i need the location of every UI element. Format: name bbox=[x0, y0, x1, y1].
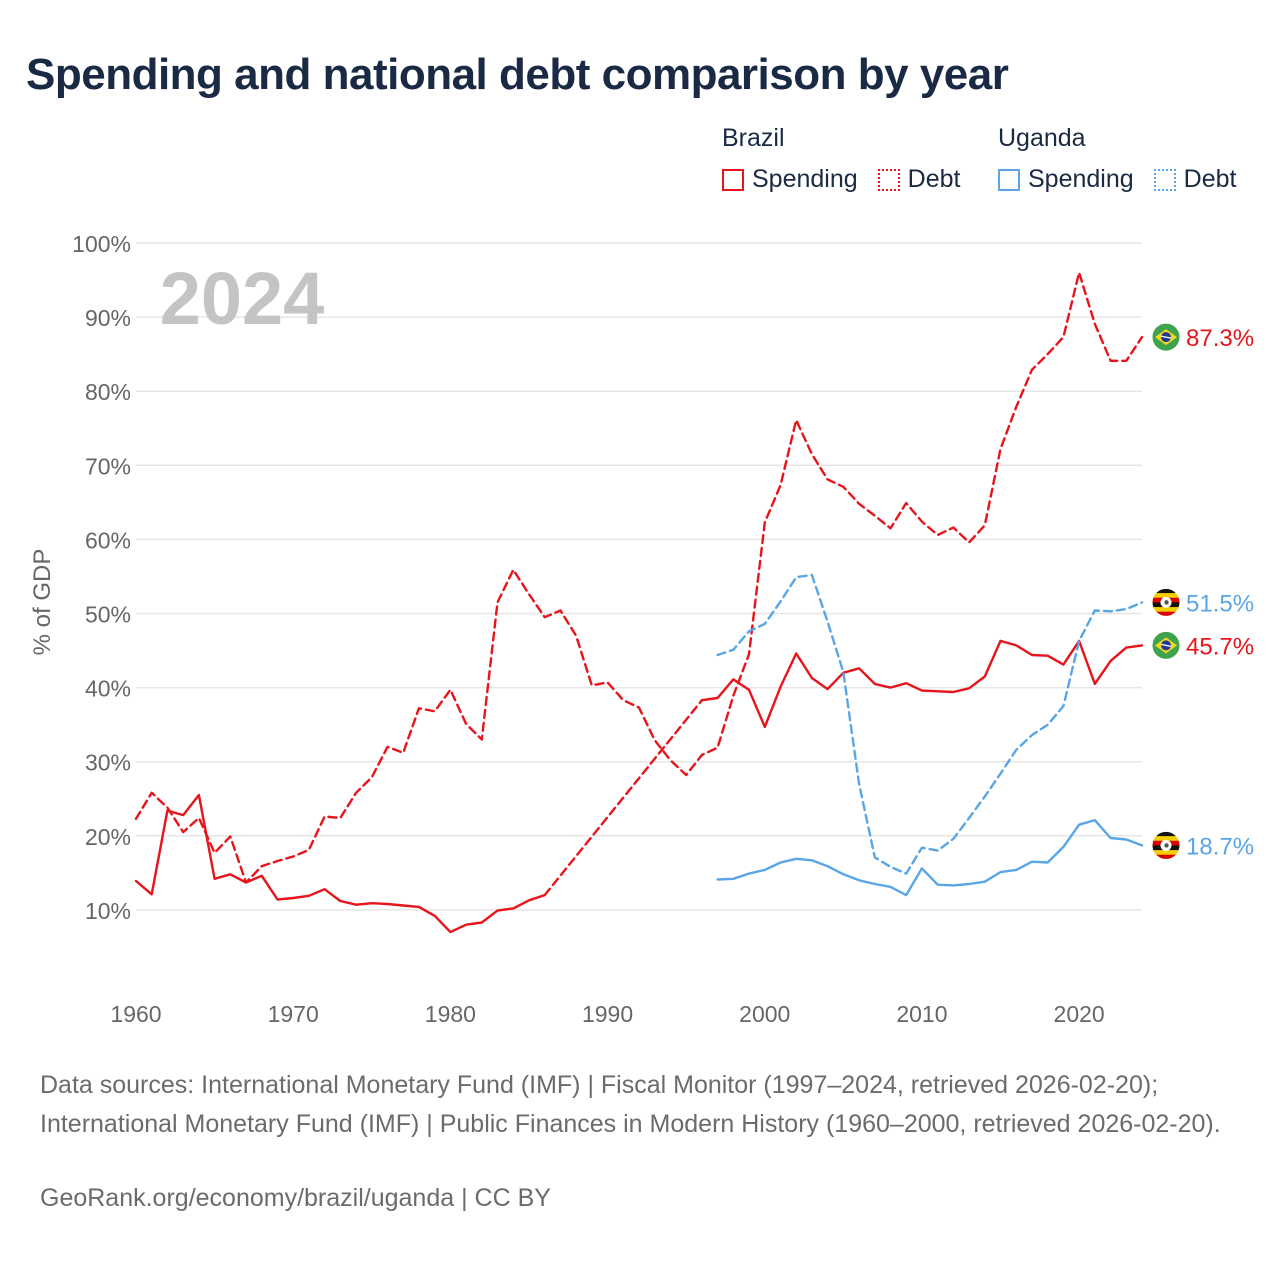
end-value-label: 45.7% bbox=[1186, 633, 1254, 660]
y-tick-label: 90% bbox=[85, 305, 131, 331]
data-sources: Data sources: International Monetary Fun… bbox=[40, 1071, 1221, 1138]
legend-label-uganda-debt: Debt bbox=[1183, 165, 1237, 193]
y-tick-label: 80% bbox=[85, 379, 131, 405]
brazil-flag-icon bbox=[1151, 322, 1181, 352]
y-axis-label: % of GDP bbox=[29, 549, 56, 656]
legend-label-brazil-debt: Debt bbox=[907, 165, 961, 193]
end-value-label: 51.5% bbox=[1186, 590, 1254, 617]
legend-country-brazil: Brazil bbox=[722, 124, 785, 152]
series-line-uganda-spending[interactable] bbox=[716, 819, 1144, 897]
legend-item-uganda-spending[interactable]: Spending bbox=[998, 165, 1134, 194]
x-tick-label: 2010 bbox=[896, 1001, 947, 1027]
series-line-brazil-spending[interactable] bbox=[134, 793, 546, 934]
credit-link[interactable]: GeoRank.org/economy/brazil/uganda | CC B… bbox=[40, 1184, 551, 1212]
y-tick-label: 30% bbox=[85, 750, 131, 776]
legend-label-uganda-spending: Spending bbox=[1028, 165, 1134, 193]
legend-item-uganda-debt[interactable]: Debt bbox=[1153, 165, 1237, 194]
uganda-flag-icon bbox=[1151, 830, 1181, 860]
x-tick-label: 1980 bbox=[425, 1001, 476, 1027]
y-tick-label: 70% bbox=[85, 453, 131, 479]
dotted-line-swatch-icon bbox=[877, 168, 900, 191]
brazil-flag-icon bbox=[1151, 630, 1181, 660]
chart-title: Spending and national debt comparison by… bbox=[26, 50, 1009, 99]
end-value-label: 18.7% bbox=[1186, 833, 1254, 860]
end-value-label: 87.3% bbox=[1186, 325, 1254, 352]
legend-brazil: Brazil Spending Debt bbox=[722, 124, 980, 194]
solid-line-swatch-icon bbox=[722, 168, 744, 191]
series-line-brazil-debt[interactable] bbox=[134, 271, 1144, 884]
legend-label-brazil-spending: Spending bbox=[752, 165, 858, 193]
y-tick-label: 10% bbox=[85, 898, 131, 924]
series-line-brazil-spending[interactable] bbox=[543, 699, 704, 897]
year-watermark: 2024 bbox=[160, 257, 325, 340]
legend-uganda: Uganda Spending Debt bbox=[998, 124, 1236, 194]
x-tick-label: 2020 bbox=[1054, 1001, 1105, 1027]
legend-item-brazil-debt[interactable]: Debt bbox=[877, 165, 961, 194]
y-tick-label: 40% bbox=[85, 676, 131, 702]
legend-item-brazil-spending[interactable]: Spending bbox=[722, 165, 858, 194]
x-tick-label: 1990 bbox=[582, 1001, 633, 1027]
solid-line-swatch-icon bbox=[998, 168, 1020, 191]
line-chart: 2024 % of GDP 10% 20% 30% 40% 50% 60% 70% 80% 90… bbox=[29, 231, 1254, 1027]
x-tick-label: 2000 bbox=[739, 1001, 790, 1027]
y-tick-label: 20% bbox=[85, 824, 131, 850]
x-tick-label: 1960 bbox=[110, 1001, 161, 1027]
dotted-line-swatch-icon bbox=[1153, 168, 1176, 191]
series-line-brazil-spending[interactable] bbox=[700, 639, 1144, 729]
y-tick-label: 50% bbox=[85, 602, 131, 628]
legend-country-uganda: Uganda bbox=[998, 124, 1086, 152]
y-tick-label: 100% bbox=[72, 231, 131, 257]
y-tick-label: 60% bbox=[85, 527, 131, 553]
uganda-flag-icon bbox=[1151, 587, 1181, 617]
x-tick-label: 1970 bbox=[268, 1001, 319, 1027]
series-line-uganda-debt[interactable] bbox=[716, 573, 1144, 875]
